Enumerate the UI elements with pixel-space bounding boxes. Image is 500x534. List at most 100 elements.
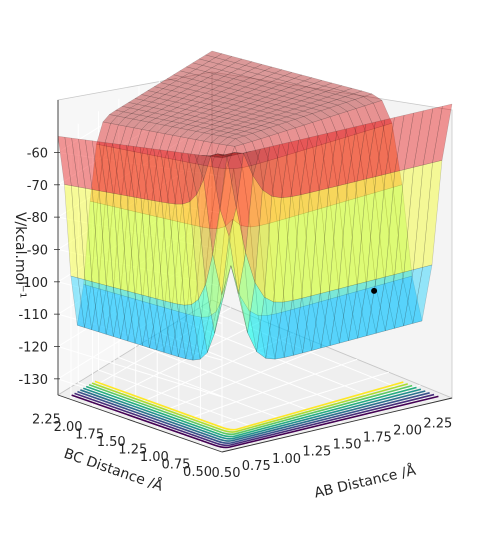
surface-patch: [249, 73, 269, 81]
surface-patch: [195, 127, 213, 134]
surface-patch: [283, 98, 303, 105]
surface-patch: [171, 221, 188, 313]
surface-patch: [302, 107, 322, 114]
surface-patch: [123, 107, 140, 114]
surface-patch: [113, 287, 129, 342]
contour-line: [94, 380, 404, 431]
surface-patch: [318, 130, 338, 191]
surface-patch: [297, 86, 317, 93]
surface-patch: [256, 296, 274, 359]
surface-patch: [98, 204, 113, 292]
surface-patch: [160, 78, 177, 86]
surface-patch: [206, 94, 225, 102]
surface-patch: [191, 102, 210, 108]
surface-patch: [330, 202, 349, 297]
surface-patch: [205, 254, 223, 334]
surface-patch: [64, 136, 79, 188]
marker-layer: [371, 287, 378, 294]
surface-patch: [172, 70, 190, 78]
surface-patch: [218, 144, 236, 170]
surface-patch: [356, 121, 376, 182]
surface-patch: [198, 283, 215, 354]
surface-patch: [326, 93, 347, 100]
surface-patch: [268, 78, 288, 86]
surface-patch: [413, 108, 434, 168]
surface-patch: [219, 123, 238, 129]
surface-patch: [394, 269, 414, 329]
z-tick-label: -120: [18, 340, 48, 355]
x-tick-label: 2.25: [423, 416, 452, 431]
surface-patch: [315, 85, 335, 92]
surface-patch: [294, 213, 313, 307]
surface-patch: [108, 109, 125, 117]
surface-patch: [220, 66, 239, 73]
surface-patch: [153, 148, 170, 204]
surface-patch: [110, 115, 126, 126]
surface-patch: [231, 95, 250, 102]
contour-line: [80, 389, 426, 442]
surface-patch: [233, 167, 251, 228]
surface-patch: [339, 200, 358, 295]
surface-patch: [329, 286, 349, 346]
surface-patch: [201, 109, 220, 116]
surface-patch: [173, 92, 191, 99]
surface-patch: [166, 96, 184, 103]
surface-patch: [156, 124, 173, 135]
surface-patch: [193, 107, 211, 114]
surface-patch: [92, 189, 107, 286]
surface-patch: [129, 103, 146, 110]
surface-patch: [186, 225, 203, 317]
surface-patch: [104, 146, 120, 207]
surface-patch: [77, 277, 93, 331]
surface-patch: [226, 133, 246, 139]
surface-patch: [159, 99, 177, 106]
surface-patch: [194, 154, 212, 181]
surface-patch: [163, 309, 180, 355]
surface-patch: [303, 146, 322, 212]
surface-patch: [204, 89, 223, 96]
surface-patch: [258, 223, 277, 316]
x-tick-label: 1.50: [333, 438, 362, 453]
surface-patch: [252, 130, 270, 140]
surface-patch: [268, 119, 288, 126]
surface-patch: [202, 119, 221, 125]
surface-patch: [321, 205, 340, 300]
contour-line: [88, 384, 413, 436]
surface-patch: [167, 101, 185, 108]
surface-patch: [384, 280, 404, 329]
surface-patch: [175, 76, 193, 84]
surface-patch: [210, 143, 228, 169]
surface-patch: [188, 90, 207, 98]
surface-patch: [169, 107, 187, 114]
surface-patch: [185, 315, 202, 361]
surface-patch: [155, 298, 172, 355]
surface-patch: [273, 196, 292, 303]
surface-patch: [384, 114, 405, 175]
surface-patch: [267, 220, 286, 315]
contour-line: [74, 392, 435, 447]
surface-patch: [157, 157, 174, 219]
surface-patch: [201, 61, 220, 69]
surface-patch: [337, 126, 357, 187]
surface-patch: [345, 99, 366, 109]
surface-patch: [394, 112, 414, 173]
surface-patch: [264, 93, 284, 100]
surface-patch: [164, 220, 181, 311]
surface-patch: [91, 281, 107, 335]
surface-patch: [276, 75, 296, 82]
surface-patch: [355, 105, 375, 132]
surface-patch: [219, 156, 237, 238]
surface-patch: [229, 90, 248, 97]
surface-patch: [375, 283, 395, 332]
surface-patch: [160, 149, 177, 205]
contour-line: [91, 382, 408, 433]
surface-patch: [64, 184, 79, 279]
surface-patch: [168, 203, 185, 306]
surface-patch: [275, 311, 294, 358]
surface-patch: [179, 66, 197, 74]
surface-patch: [241, 225, 259, 316]
surface-patch: [228, 84, 247, 91]
surface-patch: [162, 110, 180, 117]
grid-line-x: [77, 123, 253, 446]
